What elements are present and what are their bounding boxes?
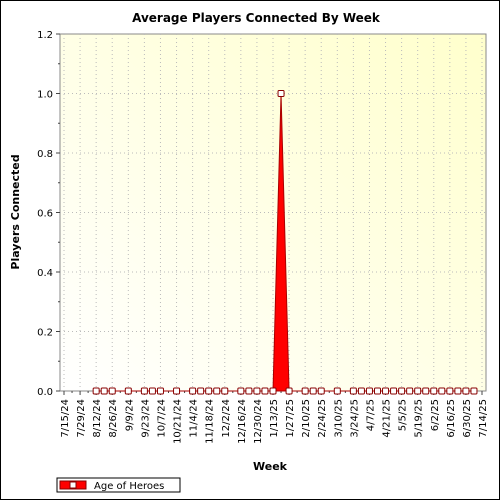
data-point [108,387,116,395]
data-point [470,387,478,395]
x-tick-label: 8/12/24 [92,399,103,438]
x-tick-label: 6/16/25 [446,399,457,438]
data-point [197,387,205,395]
x-tick-label: 11/18/24 [205,399,216,444]
data-point [446,387,454,395]
x-tick-label: 1/27/25 [285,399,296,438]
data-point [189,387,197,395]
data-point [140,387,148,395]
y-axis-title: Players Connected [9,154,22,269]
data-point [253,387,261,395]
y-tick-label: 0.4 [37,268,53,279]
data-point [462,387,470,395]
data-point [390,387,398,395]
y-tick-label: 1.2 [37,30,53,41]
y-tick-label: 1.0 [37,90,53,101]
data-point [438,387,446,395]
data-point [349,387,357,395]
grid-lines [60,34,486,391]
data-point [454,387,462,395]
data-point [422,387,430,395]
data-point [148,387,156,395]
y-tick-label: 0.0 [37,387,53,398]
data-point [173,387,181,395]
data-point [261,387,269,395]
data-point [430,387,438,395]
data-point [269,387,277,395]
data-point [205,387,213,395]
x-tick-label: 12/30/24 [253,399,264,444]
x-tick-label: 3/10/25 [333,399,344,438]
x-tick-label: 6/2/25 [430,399,441,431]
data-point [414,387,422,395]
y-tick-label: 0.6 [37,209,53,220]
y-axis: 0.0 0.2 0.4 0.6 0.8 1.0 1.2 [37,30,60,398]
chart-title: Average Players Connected By Week [132,11,381,25]
x-tick-label: 7/14/25 [478,399,489,438]
x-tick-label: 3/24/25 [349,399,360,438]
x-tick-label: 10/21/24 [173,399,184,444]
data-point [237,387,245,395]
x-tick-label: 6/30/25 [462,399,473,438]
x-tick-label: 9/9/24 [124,399,135,431]
data-point [374,387,381,395]
x-tick-label: 7/29/24 [76,399,87,438]
x-tick-label: 5/5/25 [398,399,409,431]
x-tick-label: 10/7/24 [156,399,167,438]
x-tick-label: 12/2/24 [221,399,232,438]
data-point [301,387,309,395]
data-point [156,387,164,395]
x-tick-label: 2/24/25 [317,399,328,438]
data-point [317,387,325,395]
data-point [92,387,100,395]
series-layer [92,90,478,395]
x-tick-label: 11/4/24 [189,399,200,438]
data-point [333,387,341,395]
legend-marker-icon [69,481,77,489]
x-tick-label: 2/10/25 [301,399,312,438]
legend-label: Age of Heroes [94,481,164,492]
x-axis-title: Week [253,460,288,473]
data-point [398,387,406,395]
legend-box [56,477,181,493]
data-point [124,387,132,395]
x-tick-label: 12/16/24 [237,399,248,444]
data-point [245,387,253,395]
x-tick-label: 5/19/25 [414,399,425,438]
x-axis: 7/15/24 7/29/24 8/12/24 8/26/24 9/9/24 9/23/2… [60,391,489,444]
y-tick-label: 0.2 [37,328,53,339]
legend: Age of Heroes [56,477,181,493]
y-tick-label: 0.8 [37,149,53,160]
x-tick-label: 9/23/24 [140,399,151,438]
data-point [213,387,221,395]
data-point [365,387,373,395]
data-point [277,90,285,97]
data-point [285,387,293,395]
data-point [309,387,317,395]
data-point [221,387,229,395]
data-point [100,387,108,395]
data-point [406,387,414,395]
data-point [382,387,390,395]
x-tick-label: 4/21/25 [382,399,393,438]
x-tick-label: 1/13/25 [269,399,280,438]
x-tick-label: 8/26/24 [108,399,119,438]
x-tick-label: 7/15/24 [60,399,71,438]
data-point [357,387,365,395]
x-tick-label: 4/7/25 [365,399,376,431]
